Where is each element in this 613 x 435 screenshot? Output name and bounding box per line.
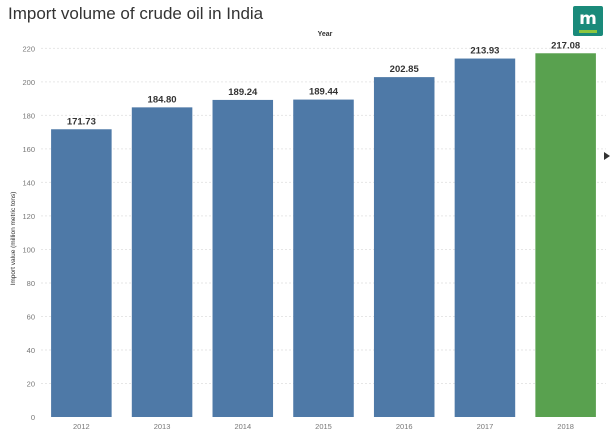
bar [535, 53, 596, 418]
bar [293, 99, 354, 417]
y-tick-label: 180 [22, 111, 35, 120]
bar-value-label: 184.80 [148, 94, 177, 105]
y-tick-label: 40 [27, 346, 35, 355]
bar-value-label: 217.08 [551, 40, 580, 51]
y-tick-label: 140 [22, 178, 35, 187]
y-tick-label: 160 [22, 145, 35, 154]
bar-value-label: 189.44 [309, 87, 339, 98]
brand-logo: m [573, 6, 603, 36]
x-tick-label: 2015 [315, 422, 332, 431]
y-tick-label: 60 [27, 312, 35, 321]
x-axis-title: Year [317, 31, 333, 38]
y-tick-label: 200 [22, 78, 35, 87]
y-tick-label: 220 [22, 44, 35, 53]
bar [454, 58, 516, 417]
bar [373, 77, 435, 417]
chart-title: Import volume of crude oil in India [8, 4, 264, 23]
x-tick-label: 2014 [234, 422, 251, 431]
bar [51, 129, 112, 418]
bar-value-label: 189.24 [228, 87, 258, 98]
x-tick-label: 2013 [154, 422, 171, 431]
pointer-icon [604, 152, 610, 160]
y-tick-label: 80 [27, 279, 35, 288]
y-axis-title: Import value (million metric tons) [10, 192, 17, 286]
bar [212, 99, 274, 417]
x-tick-label: 2017 [477, 422, 494, 431]
logo-letter: m [579, 9, 597, 29]
logo-stripe [579, 30, 597, 33]
y-tick-label: 20 [27, 379, 35, 388]
bar-value-label: 171.73 [67, 116, 96, 127]
bar-value-label: 213.93 [470, 46, 499, 57]
x-tick-label: 2012 [73, 422, 90, 431]
bar [131, 107, 193, 417]
y-tick-label: 100 [22, 245, 35, 254]
x-tick-label: 2018 [557, 422, 574, 431]
x-tick-label: 2016 [396, 422, 413, 431]
y-tick-label: 120 [22, 212, 35, 221]
bar-value-label: 202.85 [390, 64, 420, 75]
y-tick-label: 0 [31, 413, 35, 422]
